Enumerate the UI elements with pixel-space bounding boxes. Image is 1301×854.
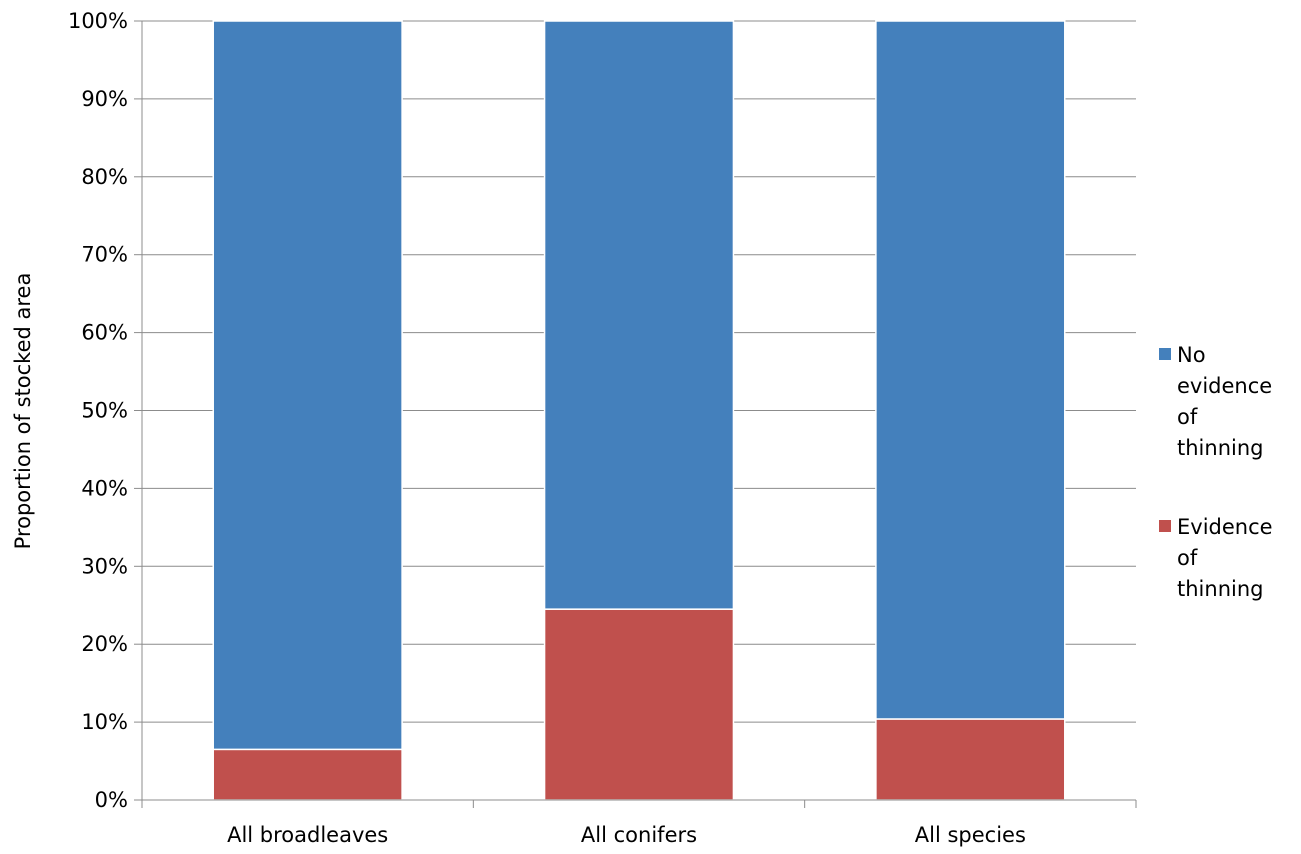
y-tick-label: 80% [81,165,128,189]
y-tick-label: 40% [81,476,128,500]
y-tick-label: 30% [81,554,128,578]
bar-segment [875,20,1066,720]
y-tick-label: 100% [68,9,128,33]
bar-segment [875,718,1066,801]
legend-swatch [1159,520,1171,532]
y-tick-label: 90% [81,87,128,111]
legend-label: of [1177,546,1198,570]
legend-label: No [1177,343,1206,367]
axis-labels: 0% 10% 20% 30% 40% 50% 60% 70% 80% 90% 100% All bro… [68,9,1026,847]
legend-label: thinning [1177,436,1263,460]
y-axis-title: Proportion of stocked area [11,273,35,550]
bar-segment [212,20,403,751]
legend-label: of [1177,405,1198,429]
legend-label: Evidence [1177,515,1273,539]
bar-segment [212,748,403,801]
bar-segment [543,608,735,801]
y-tick-label: 0% [95,788,128,812]
y-tick-label: 20% [81,632,128,656]
bar-segment [543,20,735,610]
bars [212,20,1066,801]
axes [134,20,1137,808]
x-category-label: All conifers [581,823,697,847]
y-tick-label: 10% [81,710,128,734]
legend-label: evidence [1177,374,1272,398]
y-tick-label: 60% [81,321,128,345]
y-tick-label: 50% [81,399,128,423]
x-category-label: All species [915,823,1026,847]
x-category-label: All broadleaves [227,823,388,847]
legend-swatch [1159,348,1171,360]
legend: No evidence of thinning Evidence of thinning [1159,343,1273,601]
legend-label: thinning [1177,577,1263,601]
y-tick-label: 70% [81,243,128,267]
